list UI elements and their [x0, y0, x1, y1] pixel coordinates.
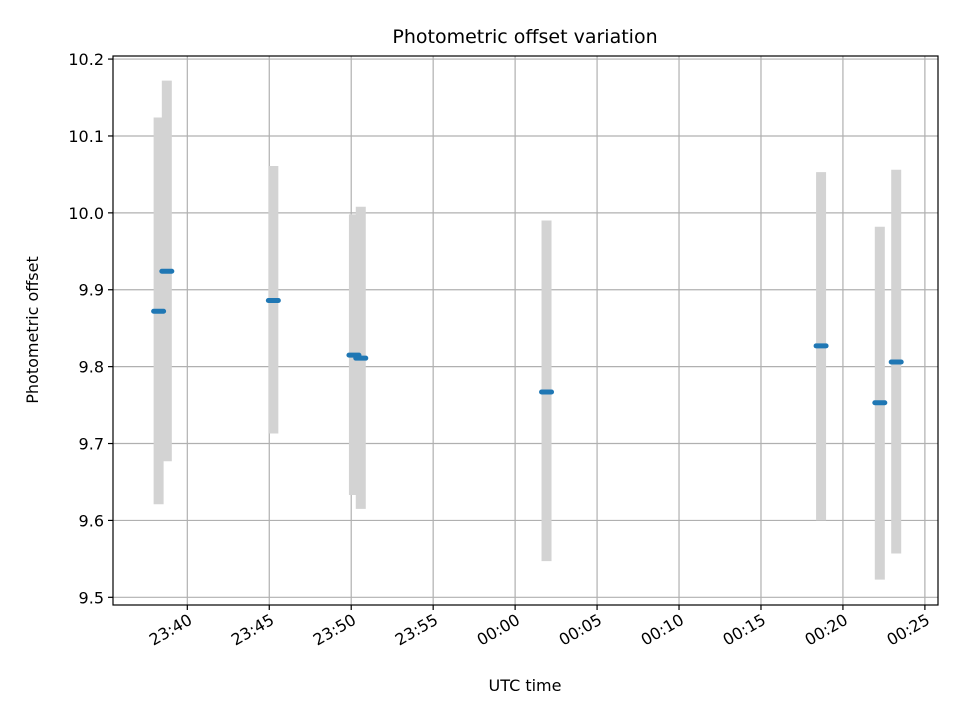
- y-tick-label: 9.6: [79, 511, 104, 530]
- plot-area: [113, 56, 938, 605]
- x-axis-label: UTC time: [489, 676, 562, 695]
- y-tick-label: 9.5: [79, 588, 104, 607]
- y-axis-label: Photometric offset: [23, 256, 42, 404]
- chart-title: Photometric offset variation: [392, 26, 657, 48]
- grid: [113, 56, 938, 605]
- data-points: [151, 268, 904, 406]
- plot-frame: [112, 55, 939, 606]
- y-tick-label: 10.2: [68, 50, 104, 69]
- y-tick-label: 9.8: [79, 358, 104, 377]
- y-tick-label: 10.0: [68, 204, 104, 223]
- y-tick-label: 9.7: [79, 435, 104, 454]
- y-tick-label: 10.1: [68, 127, 104, 146]
- y-axis-ticks: 9.5 9.6 9.7 9.8 9.9 10.0 10.1 10.2: [68, 50, 113, 607]
- y-tick-label: 9.9: [79, 281, 104, 300]
